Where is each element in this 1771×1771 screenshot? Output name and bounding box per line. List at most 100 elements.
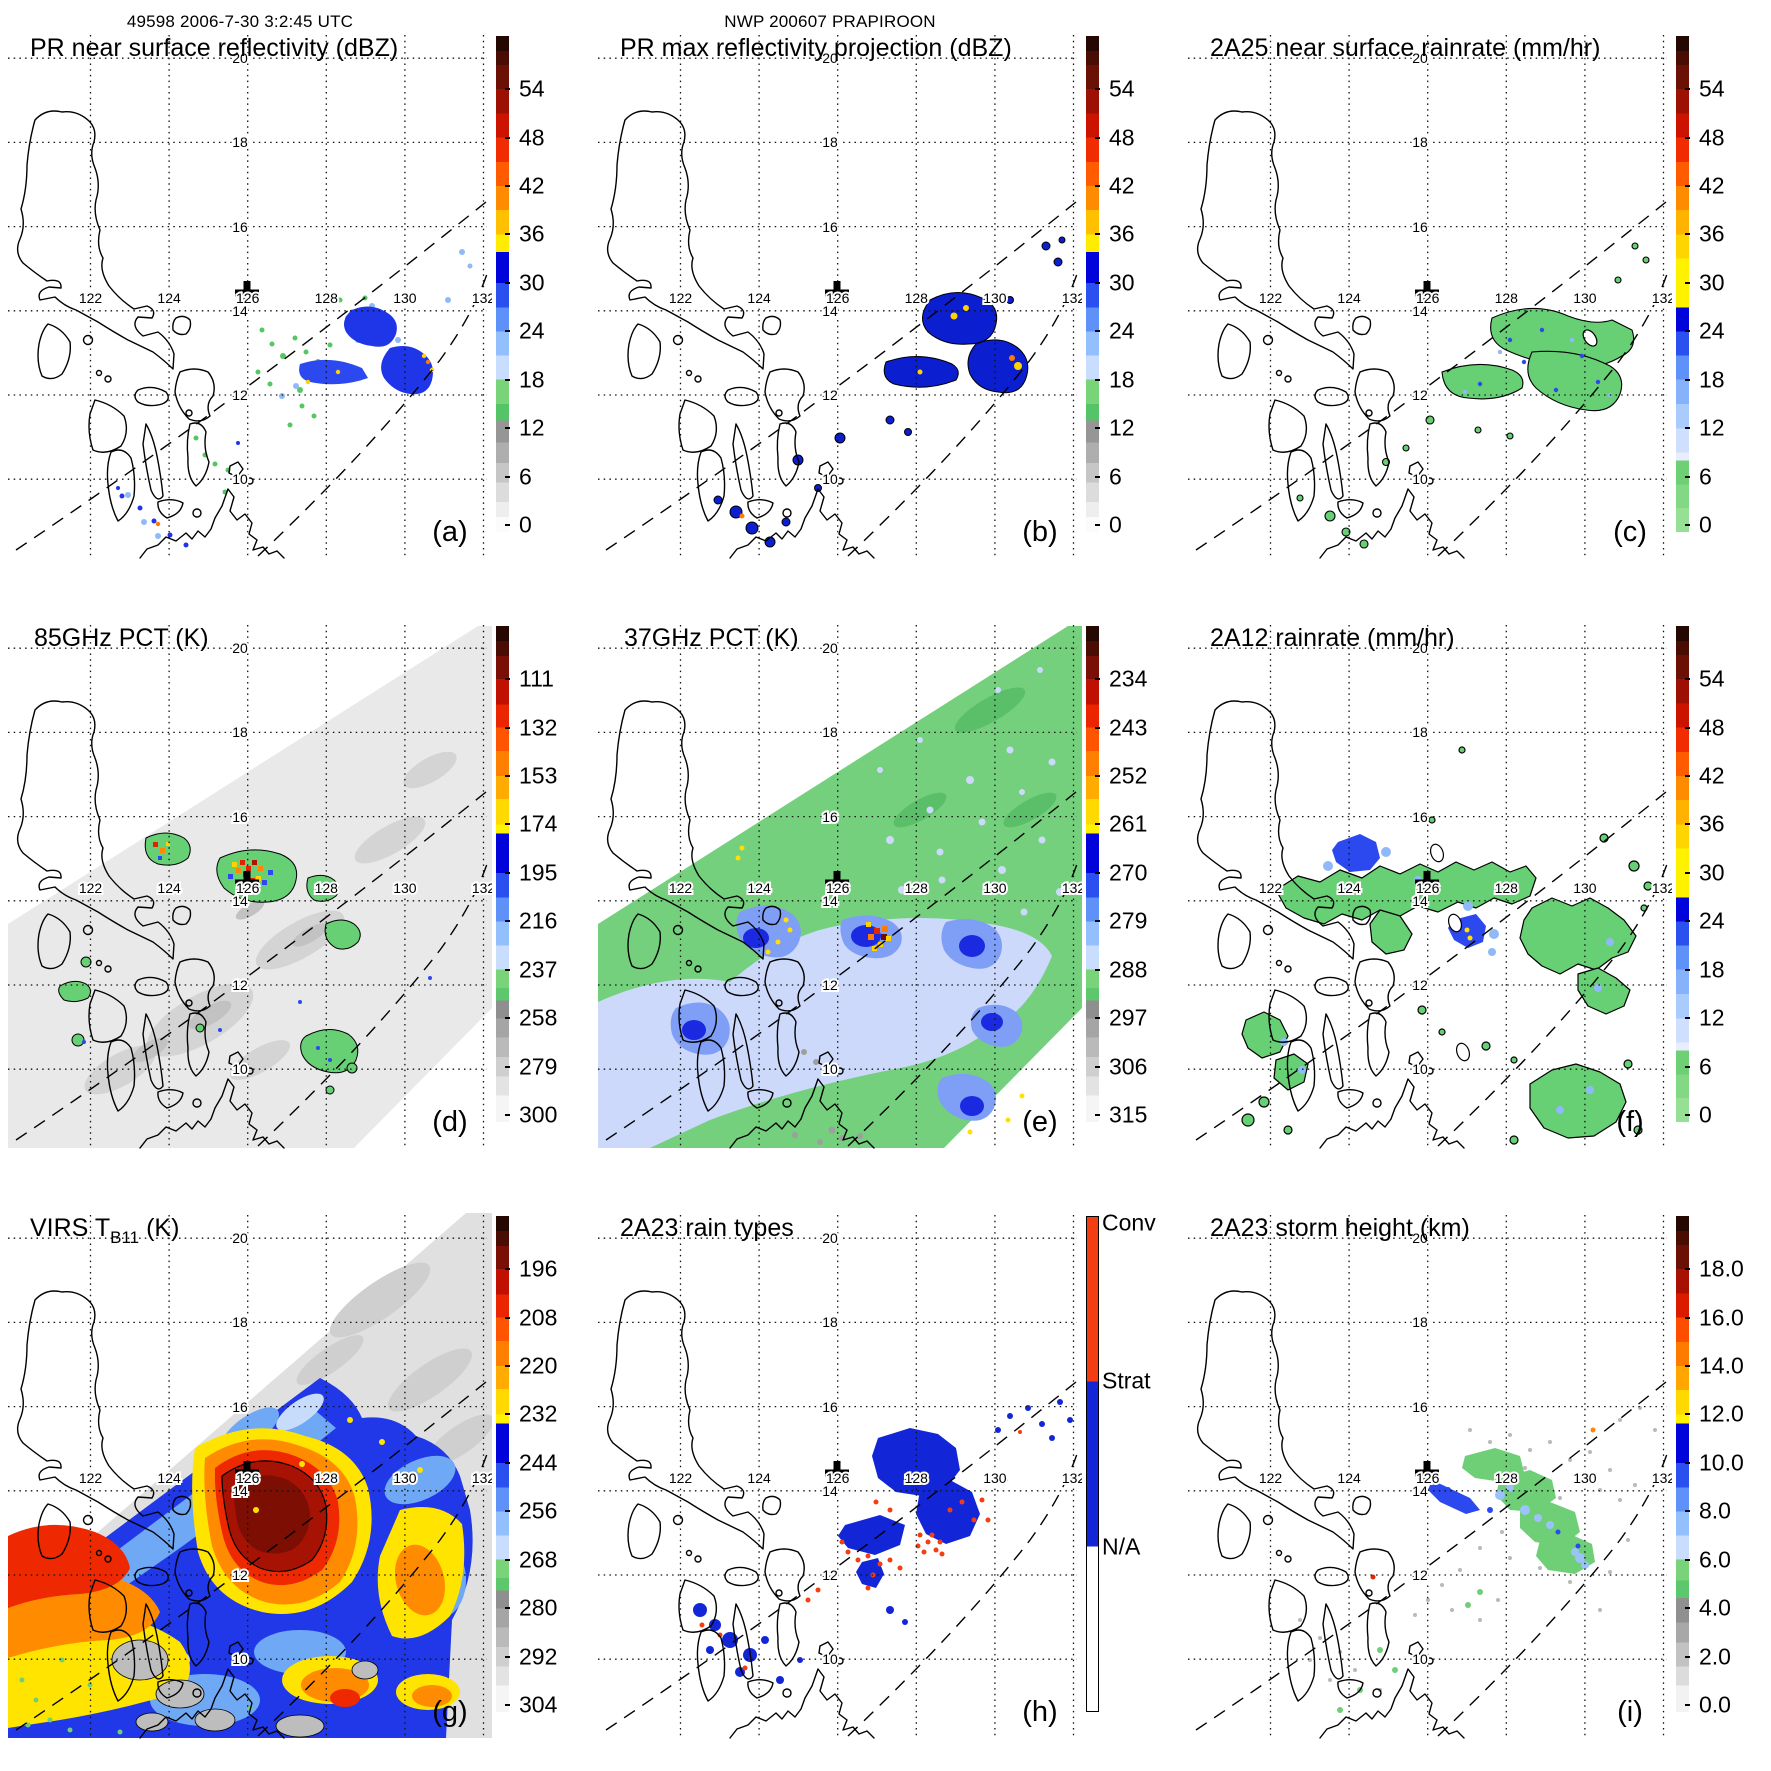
grid-label: 126 [1416,880,1440,896]
grid-label: 18 [822,134,838,150]
grid-label: 14 [822,303,838,319]
panel-letter: (f) [1616,1106,1643,1138]
colorbar-tick-label: 8.0 [1699,1497,1731,1524]
colorbar-tick-label: Strat [1102,1367,1151,1394]
colorbar-tick-label: 14.0 [1699,1352,1744,1379]
colorbar-tick-label: 153 [519,762,558,789]
colorbar-tick-label: 196 [519,1255,558,1282]
grid-label: 128 [905,1470,929,1486]
grid-label: 122 [79,1470,103,1486]
grid-label: 10 [822,471,838,487]
colorbar-tick-label: 16.0 [1699,1304,1744,1331]
grid-label: 130 [983,290,1007,306]
colorbar-tick-label: 48 [1109,124,1135,151]
grid-label: 18 [232,1314,248,1330]
orbit-datetime-header: 49598 2006-7-30 3:2:45 UTC [126,12,354,31]
panel-title: PR near surface reflectivity (dBZ) [30,34,398,62]
colorbar-tick-label: 261 [1109,810,1148,837]
lat-labels: 20 18 16 14 12 10 [1410,638,1430,1079]
colorbar-tick-label: 280 [519,1594,558,1621]
grid-label: 16 [1412,1399,1428,1415]
grid-label: 12 [822,977,838,993]
data-layer-f [1241,746,1653,1145]
lat-labels: 20 18 16 14 12 10 [230,48,250,489]
panel-i: 122 124 126 128 130 132 20 18 16 14 12 10 2A23 sto… [1180,1180,1770,1770]
grid-label: 18 [1412,134,1428,150]
grid-label: 14 [822,1483,838,1499]
grid-label: 132 [1652,880,1672,896]
grid-label: 14 [1412,303,1428,319]
colorbar-tick-label: 12 [1699,414,1725,441]
colorbar-tick-label: 300 [519,1101,558,1128]
colorbar-tick-label: 30 [1699,269,1725,296]
grid-label: 20 [232,1230,248,1246]
grid-label: 14 [232,1483,248,1499]
colorbar-tick-label: 30 [519,269,545,296]
colorbar-tick-label: N/A [1102,1533,1141,1560]
map-85ghz-pct: 122 124 126 128 130 132 20 18 16 14 12 10 85GHz PC… [7,624,492,1149]
colorbar-tick-label: 244 [519,1449,558,1476]
grid-label: 20 [232,50,248,66]
colorbar-tick-label: 297 [1109,1004,1148,1031]
colorbar-tick-label: 6.0 [1699,1546,1731,1573]
panel-letter: (g) [432,1696,467,1728]
grid-label: 126 [826,1470,850,1486]
colorbar-tick-label: 24 [519,317,545,344]
colorbar-tick-label: 232 [519,1400,558,1427]
grid-label: 12 [232,1567,248,1583]
panel-h: 122 124 126 128 130 132 20 18 16 14 12 10 2A23 rai… [590,1180,1180,1770]
grid-label: 16 [232,1399,248,1415]
grid-label: 20 [1412,640,1428,656]
grid-label: 20 [822,1230,838,1246]
grid-label: 130 [1573,1470,1597,1486]
colorbar-tick-label: 292 [519,1643,558,1670]
grid-label: 122 [669,880,693,896]
lat-labels: 20 18 16 14 12 10 [820,1228,840,1669]
grid-label: 130 [983,1470,1007,1486]
grid-label: 12 [822,1567,838,1583]
colorbar-dbz [496,36,509,532]
grid-label: 16 [822,809,838,825]
colorbar-tick-label: 24 [1109,317,1135,344]
grid-label: 18 [822,724,838,740]
colorbar-tick-label: 36 [1699,810,1725,837]
colorbar-tick-label: 30 [1109,269,1135,296]
grid-label: 18 [232,724,248,740]
data-layer-c [1296,242,1650,549]
grid-label: 18 [1412,724,1428,740]
colorbar-tick-label: 42 [1699,762,1725,789]
grid-label: 12 [1412,1567,1428,1583]
lat-labels: 20 18 16 14 12 10 [1410,48,1430,489]
grid-label: 18 [1412,1314,1428,1330]
lon-labels: 122 124 126 128 130 132 [1257,288,1672,308]
lon-labels: 122 124 126 128 130 132 [1257,1468,1672,1488]
grid-label: 20 [1412,50,1428,66]
grid-label: 20 [822,50,838,66]
panel-letter: (h) [1022,1696,1057,1728]
grid-label: 12 [232,387,248,403]
grid-label: 132 [1062,880,1082,896]
grid-label: 18 [232,134,248,150]
colorbar-tick-label: Conv [1102,1209,1156,1236]
grid-label: 128 [1495,1470,1519,1486]
colorbar-tick-label: 258 [519,1004,558,1031]
colorbar-tick-label: 24 [1699,907,1725,934]
panel-letter: (i) [1617,1696,1643,1728]
grid-label: 130 [983,880,1007,896]
colorbar-tick-label: 48 [1699,124,1725,151]
grid-label: 122 [1259,1470,1283,1486]
panel-d: 122 124 126 128 130 132 20 18 16 14 12 10 85GHz PC… [0,590,590,1180]
colorbar-tick-label: 237 [519,956,558,983]
colorbar-pct37 [1086,626,1099,1122]
grid-label: 126 [236,880,260,896]
panel-letter: (e) [1022,1106,1057,1138]
colorbar-tick-label: 18 [519,366,545,393]
grid-label: 122 [669,290,693,306]
colorbar-tick-label: 18 [1109,366,1135,393]
grid-label: 130 [393,290,417,306]
colorbar-tick-label: 54 [1699,75,1725,102]
panel-title: 2A12 rainrate (mm/hr) [1210,624,1455,652]
colorbar-rainrate [1676,626,1689,1122]
data-layer-h [693,1399,1073,1684]
lon-labels: 122 124 126 128 130 132 [77,288,492,308]
